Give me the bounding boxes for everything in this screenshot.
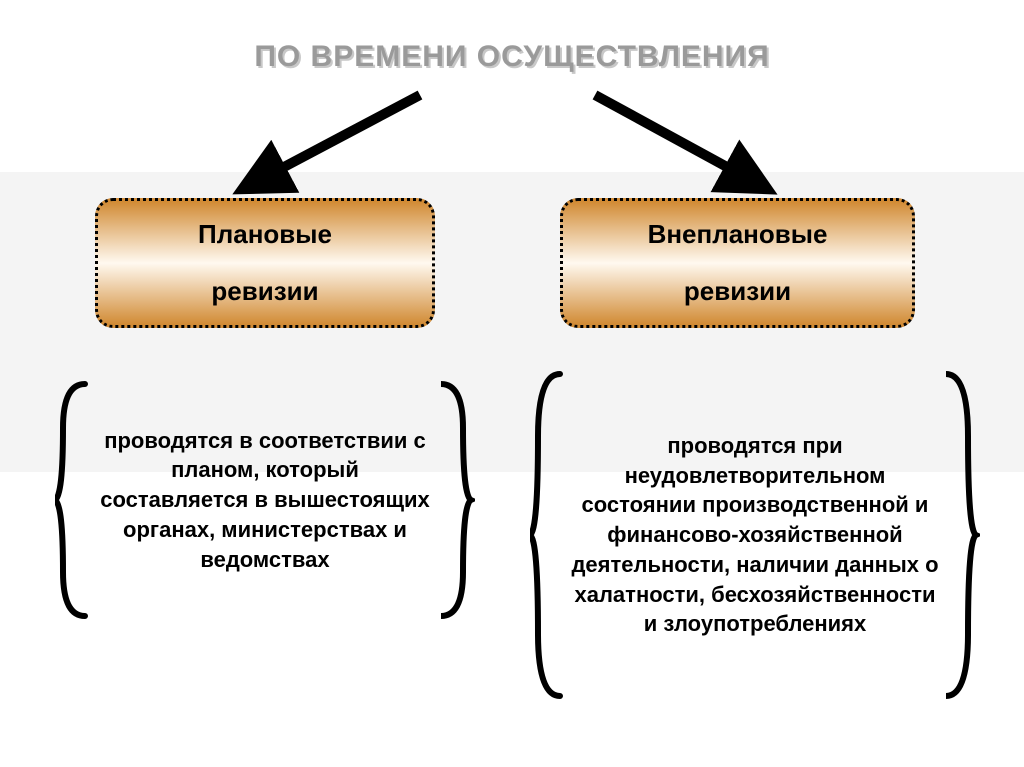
description-text: проводятся в соответствии с планом, кото… [89,426,441,574]
category-label: ревизии [684,263,791,320]
brace-right-icon [441,380,475,620]
category-label: Внеплановые [648,206,828,263]
brace-left-icon [55,380,89,620]
description-planned: проводятся в соответствии с планом, кото… [55,380,475,620]
category-box-planned: Плановые ревизии [95,198,435,328]
brace-right-icon [946,370,980,700]
category-box-unplanned: Внеплановые ревизии [560,198,915,328]
category-label: ревизии [211,263,318,320]
brace-left-icon [530,370,564,700]
description-unplanned: проводятся при неудовлетворительном сост… [530,370,980,700]
category-label: Плановые [198,206,332,263]
description-text: проводятся при неудовлетворительном сост… [564,431,946,639]
